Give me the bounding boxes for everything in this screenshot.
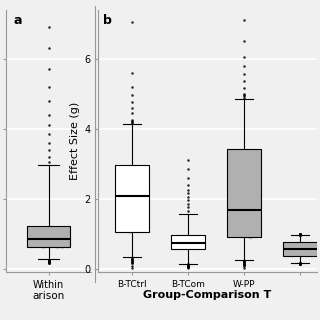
PathPatch shape xyxy=(28,226,70,247)
Point xyxy=(193,235,198,240)
PathPatch shape xyxy=(227,149,261,237)
PathPatch shape xyxy=(171,235,205,249)
Point xyxy=(190,237,195,242)
Point xyxy=(118,199,124,204)
Point xyxy=(58,242,63,247)
Point xyxy=(130,194,135,199)
Point xyxy=(226,228,231,233)
Point xyxy=(29,243,35,248)
Point xyxy=(248,235,253,240)
Point xyxy=(124,192,130,197)
Point xyxy=(244,175,250,180)
Point xyxy=(65,243,70,248)
Point xyxy=(236,161,241,166)
Point xyxy=(143,172,148,177)
Point xyxy=(54,245,60,250)
Point xyxy=(144,196,149,201)
Point xyxy=(42,237,47,243)
X-axis label: arison: arison xyxy=(32,291,65,301)
Point xyxy=(38,233,43,238)
Y-axis label: Effect Size (g): Effect Size (g) xyxy=(70,102,80,180)
Point xyxy=(50,230,55,235)
Point xyxy=(202,242,207,247)
Point xyxy=(177,239,182,244)
Point xyxy=(145,186,150,191)
Point xyxy=(135,210,140,215)
Point xyxy=(50,238,55,243)
Point xyxy=(48,243,53,248)
Point xyxy=(176,244,181,249)
Point xyxy=(172,246,177,251)
Point xyxy=(126,229,132,234)
Point xyxy=(60,245,65,250)
Point xyxy=(45,238,50,244)
Point xyxy=(54,237,60,242)
Point xyxy=(40,231,45,236)
Point xyxy=(57,240,62,245)
Point xyxy=(138,182,143,187)
Point xyxy=(241,186,246,191)
Point xyxy=(39,240,44,245)
Point xyxy=(62,240,67,245)
Point xyxy=(237,199,243,204)
Point xyxy=(117,215,123,220)
Point xyxy=(121,175,126,180)
Point xyxy=(64,234,69,239)
Point xyxy=(226,192,231,197)
Point xyxy=(29,234,34,239)
Point xyxy=(132,168,137,173)
Point xyxy=(235,213,240,219)
Point xyxy=(57,232,62,237)
Point xyxy=(41,244,46,250)
X-axis label: Group-Comparison T: Group-Comparison T xyxy=(143,290,272,300)
Point xyxy=(30,242,35,247)
Point xyxy=(134,228,139,233)
Point xyxy=(131,205,136,210)
Text: a: a xyxy=(13,13,22,27)
PathPatch shape xyxy=(115,165,149,232)
Point xyxy=(254,220,260,226)
Point xyxy=(125,220,131,226)
Point xyxy=(29,235,34,240)
Point xyxy=(241,231,246,236)
Point xyxy=(252,179,257,184)
Point xyxy=(48,232,53,237)
Point xyxy=(243,206,248,212)
PathPatch shape xyxy=(283,242,317,256)
Point xyxy=(236,189,241,194)
Text: b: b xyxy=(103,13,112,27)
Point xyxy=(29,243,35,248)
Point xyxy=(249,203,254,208)
Point xyxy=(237,172,242,177)
Point xyxy=(177,240,182,245)
Point xyxy=(36,231,41,236)
Point xyxy=(242,164,247,170)
Point xyxy=(238,217,243,222)
